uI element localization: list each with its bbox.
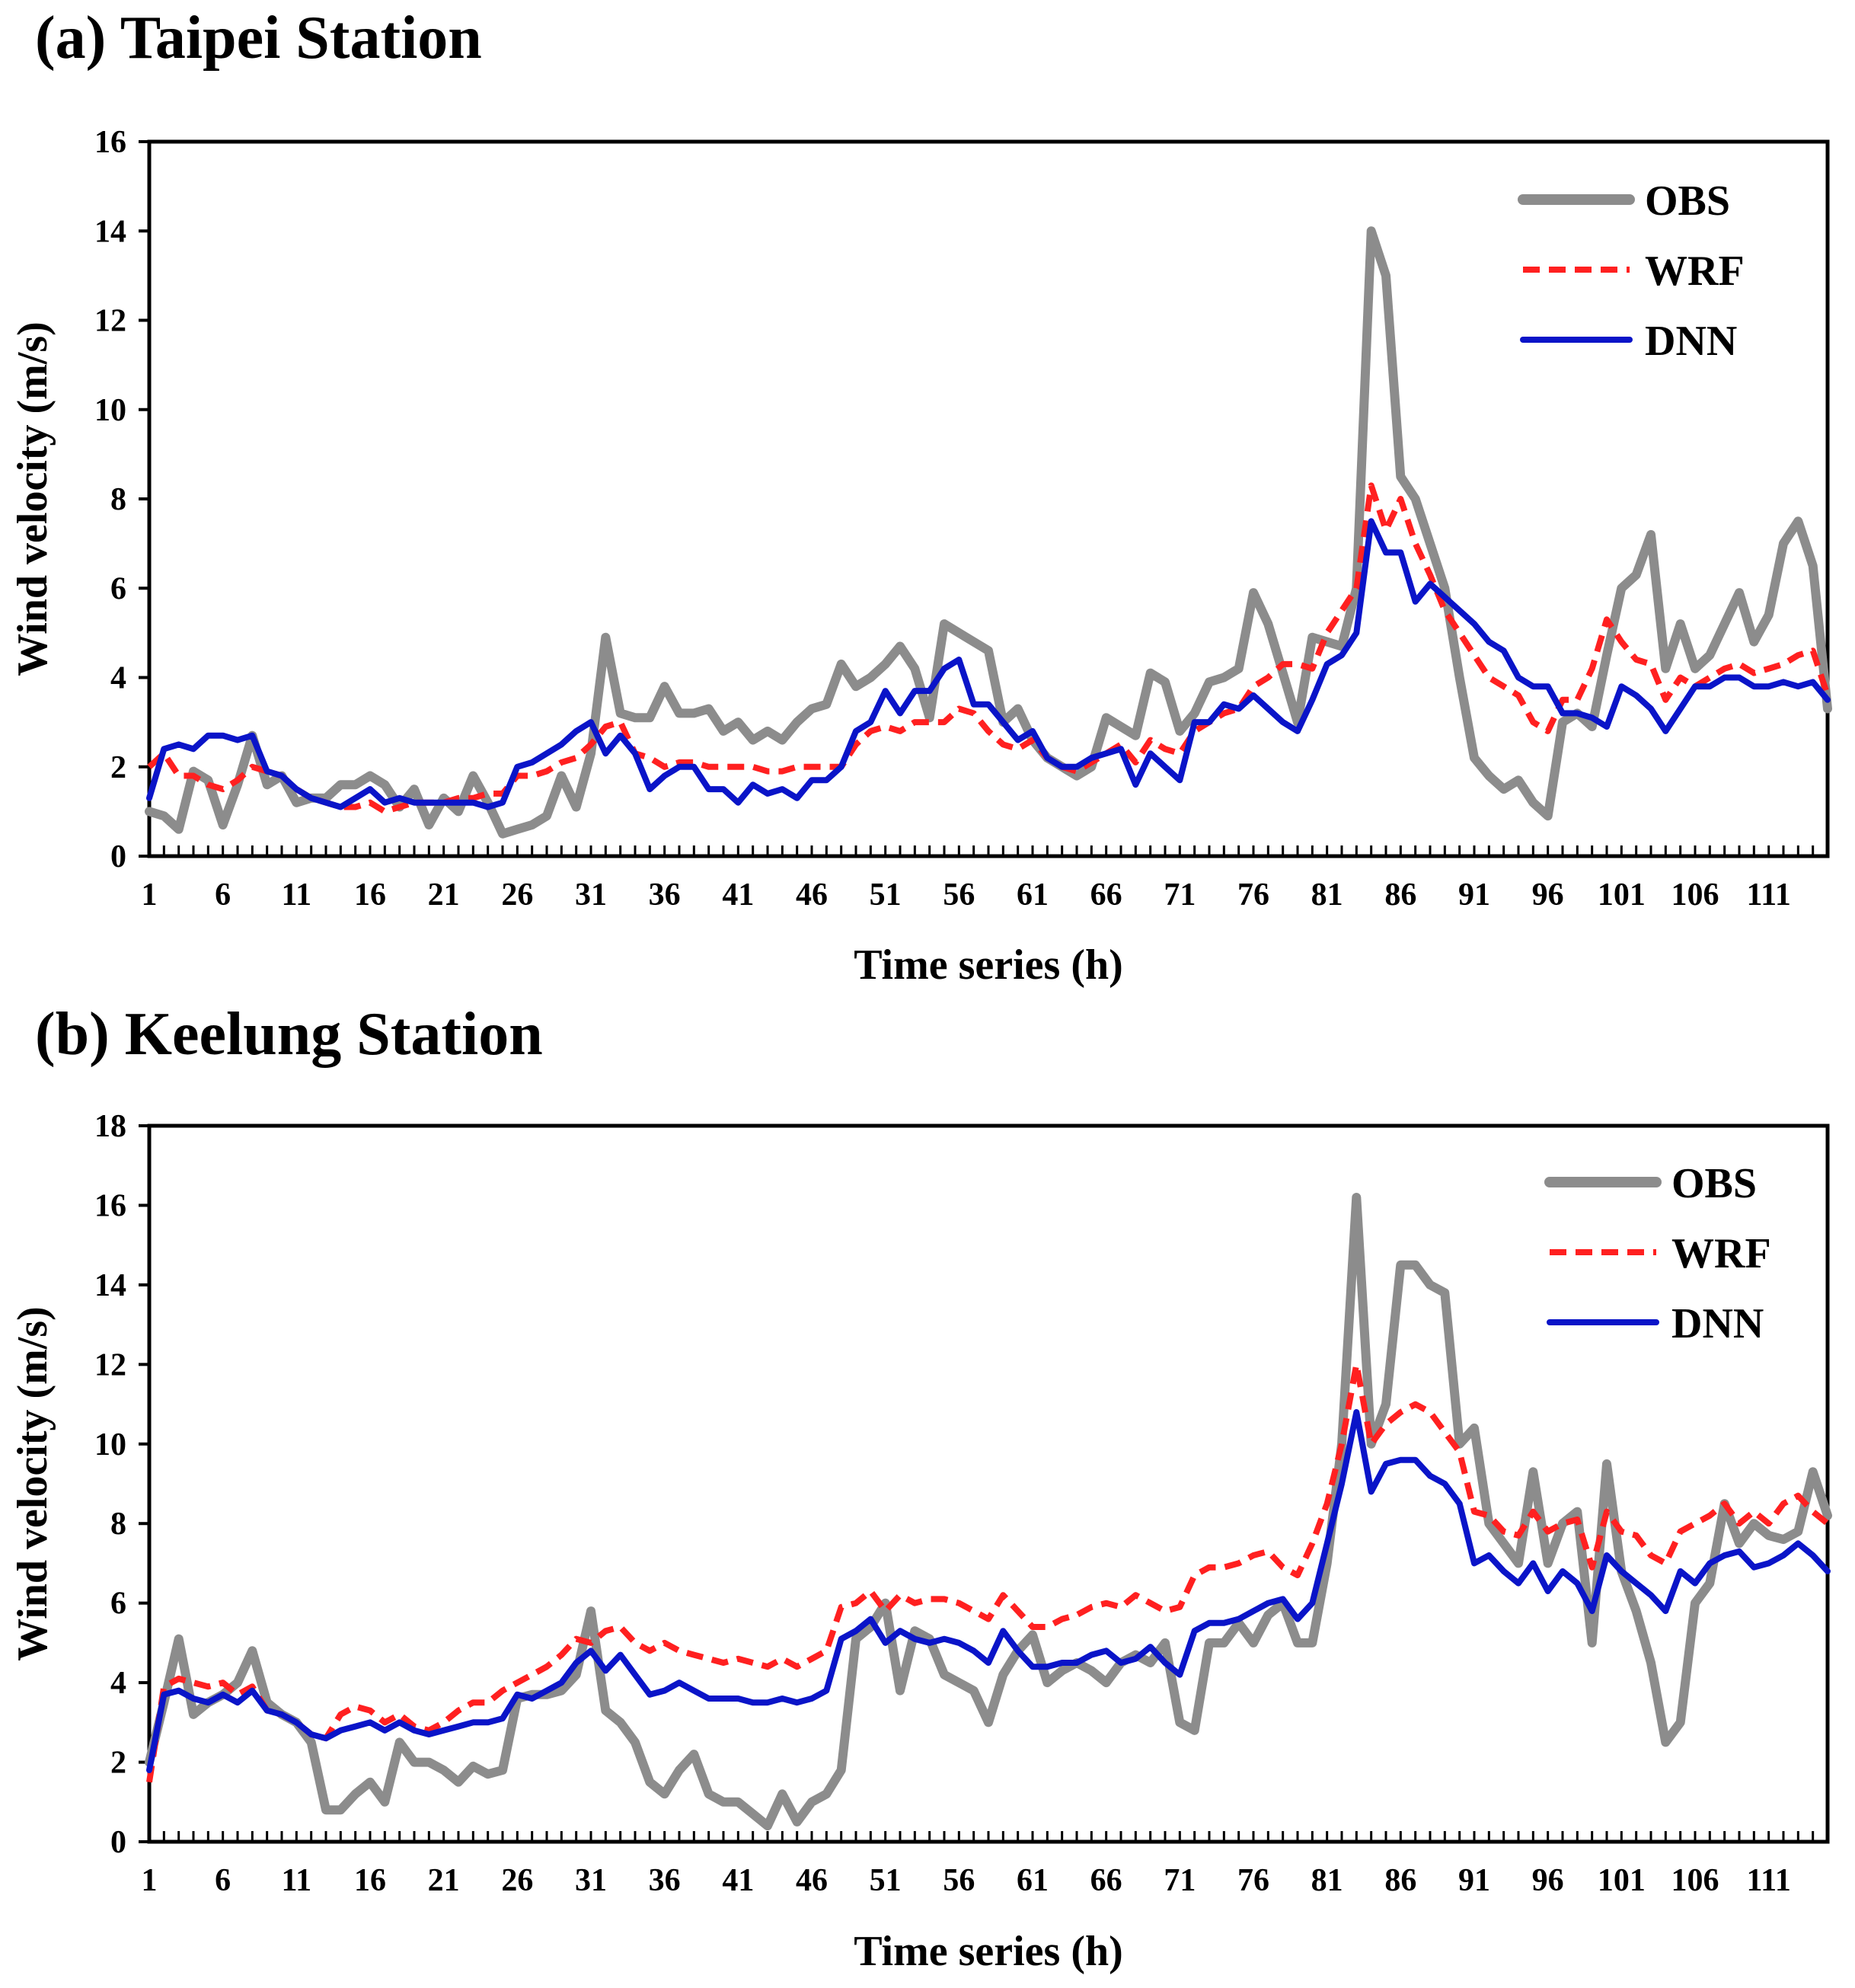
x-tick-label: 66: [1090, 877, 1122, 912]
x-tick-label: 41: [722, 877, 754, 912]
legend-label-wrf: WRF: [1645, 248, 1745, 295]
legend-label-obs: OBS: [1671, 1160, 1757, 1207]
x-tick-label: 96: [1532, 1863, 1564, 1898]
x-tick-label: 56: [943, 1863, 975, 1898]
x-tick-label: 11: [281, 877, 311, 912]
y-tick-label: 2: [110, 750, 126, 785]
x-axis-title: Time series (h): [854, 1928, 1123, 1975]
x-tick-label: 81: [1311, 877, 1343, 912]
x-tick-label: 26: [501, 1863, 533, 1898]
x-tick-label: 86: [1384, 877, 1416, 912]
x-tick-label: 106: [1671, 1863, 1719, 1898]
panel-title-keelung: (b) Keelung Station: [35, 1001, 543, 1068]
plot-area-frame: [147, 1123, 1830, 1844]
series-line-dnn: [146, 518, 1831, 810]
x-tick-label: 71: [1164, 877, 1196, 912]
y-tick-label: 4: [110, 661, 126, 696]
x-tick-label: 96: [1532, 877, 1564, 912]
x-tick-label: 16: [354, 877, 386, 912]
series-line-wrf: [146, 1361, 1830, 1783]
x-tick-label: 36: [649, 1863, 681, 1898]
x-tick-label: 1: [142, 1863, 158, 1898]
legend-label-obs: OBS: [1645, 177, 1730, 225]
x-tick-label: 61: [1017, 877, 1049, 912]
x-tick-label: 41: [722, 1863, 754, 1898]
y-tick-label: 4: [110, 1666, 126, 1701]
x-tick-label: 26: [501, 877, 533, 912]
series-line-obs: [145, 1193, 1832, 1831]
legend-label-wrf: WRF: [1671, 1230, 1771, 1277]
x-tick-label: 71: [1164, 1863, 1196, 1898]
x-tick-label: 106: [1671, 877, 1719, 912]
x-tick-label: 21: [428, 877, 460, 912]
x-tick-label: 101: [1598, 877, 1646, 912]
series-line-obs: [145, 226, 1832, 839]
y-tick-label: 8: [110, 482, 126, 517]
y-tick-label: 0: [110, 839, 126, 874]
x-tick-label: 81: [1311, 1863, 1343, 1898]
legend-label-dnn: DNN: [1645, 318, 1737, 365]
x-tick-label: 86: [1384, 1863, 1416, 1898]
x-tick-label: 61: [1017, 1863, 1049, 1898]
y-tick-label: 6: [110, 1587, 126, 1622]
x-tick-label: 11: [281, 1863, 311, 1898]
x-tick-label: 6: [215, 1863, 231, 1898]
x-tick-label: 31: [575, 1863, 607, 1898]
x-tick-label: 91: [1458, 877, 1490, 912]
x-tick-label: 76: [1237, 877, 1269, 912]
y-tick-label: 16: [94, 1188, 126, 1223]
x-axis-title: Time series (h): [854, 941, 1123, 989]
x-tick-label: 66: [1090, 1863, 1122, 1898]
y-tick-label: 10: [94, 1427, 126, 1462]
x-tick-label: 1: [142, 877, 158, 912]
x-tick-label: 56: [943, 877, 975, 912]
x-tick-label: 101: [1598, 1863, 1646, 1898]
y-tick-label: 14: [94, 214, 126, 249]
y-tick-label: 10: [94, 393, 126, 428]
x-tick-label: 76: [1237, 1863, 1269, 1898]
series-line-dnn: [146, 1409, 1831, 1773]
y-tick-label: 14: [94, 1268, 126, 1303]
y-tick-label: 6: [110, 571, 126, 606]
x-tick-label: 36: [649, 877, 681, 912]
y-axis-title: Wind velocity (m/s): [9, 1306, 56, 1661]
y-tick-label: 12: [94, 304, 126, 339]
legend-label-dnn: DNN: [1671, 1300, 1764, 1347]
y-tick-label: 12: [94, 1347, 126, 1382]
y-tick-label: 8: [110, 1507, 126, 1542]
x-tick-label: 46: [796, 877, 828, 912]
y-axis-title: Wind velocity (m/s): [9, 321, 56, 676]
x-tick-label: 21: [428, 1863, 460, 1898]
y-tick-label: 16: [94, 125, 126, 160]
y-tick-label: 2: [110, 1746, 126, 1781]
x-tick-label: 46: [796, 1863, 828, 1898]
x-tick-label: 111: [1746, 877, 1790, 912]
y-tick-label: 18: [94, 1109, 126, 1144]
x-tick-label: 91: [1458, 1863, 1490, 1898]
x-tick-label: 6: [215, 877, 231, 912]
x-tick-label: 51: [870, 1863, 902, 1898]
y-tick-label: 0: [110, 1825, 126, 1860]
panel-title-taipei: (a) Taipei Station: [35, 5, 482, 72]
x-tick-label: 31: [575, 877, 607, 912]
x-tick-label: 51: [870, 877, 902, 912]
x-tick-label: 16: [354, 1863, 386, 1898]
x-tick-label: 111: [1746, 1863, 1790, 1898]
